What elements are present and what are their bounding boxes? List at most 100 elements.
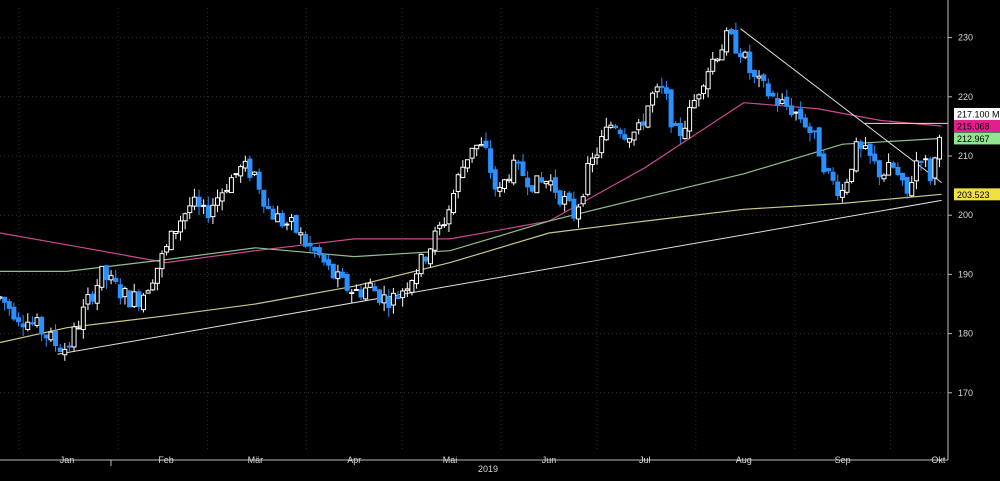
candle-body (349, 291, 355, 294)
candle-body (904, 177, 910, 194)
candle-body (714, 58, 720, 62)
candle-body (728, 29, 734, 35)
value-tag (954, 119, 1000, 132)
candle-body (409, 279, 415, 293)
candle-body (191, 196, 197, 207)
candle-body (150, 282, 156, 291)
value-tag (954, 107, 1000, 120)
candle-body (48, 331, 54, 341)
candle-body (580, 196, 586, 205)
value-tag-label: 215.068 (957, 121, 990, 131)
candle-body (312, 247, 318, 252)
candle-body (881, 174, 887, 180)
candle-body (2, 296, 8, 303)
candle-body (719, 49, 725, 61)
candle-body (469, 147, 475, 159)
candle-body (733, 29, 739, 54)
y-tick-label: 180 (958, 329, 973, 339)
candle-body (539, 177, 545, 183)
candle-body (53, 330, 59, 347)
candle-body (626, 138, 632, 143)
candle-body (603, 126, 609, 141)
candle-body (775, 97, 781, 106)
candle-body (316, 247, 322, 256)
y-tick-label: 220 (958, 92, 973, 102)
candle-body (812, 130, 818, 133)
moving-average-line (0, 193, 942, 344)
candle-body (909, 181, 915, 197)
candle-body (159, 253, 165, 270)
candle-body (168, 230, 174, 251)
candle-body (751, 69, 757, 77)
candle-body (275, 213, 281, 223)
candle-body (298, 232, 304, 236)
candle-body (210, 204, 216, 218)
candle-body (131, 291, 137, 308)
candle-body (136, 291, 142, 308)
candle-body (543, 181, 549, 185)
candle-body (876, 160, 882, 178)
candle-body (335, 271, 341, 280)
candle-body (784, 96, 790, 107)
x-tick-label: Jan (60, 455, 75, 465)
candle-body (742, 51, 748, 58)
candle-body (20, 323, 26, 328)
candle-body (233, 173, 239, 176)
candle-body (330, 263, 336, 279)
candle-body (289, 217, 295, 222)
trendlines (57, 28, 948, 355)
candle-body (215, 197, 221, 206)
y-tick-label: 190 (958, 269, 973, 279)
value-tag (954, 188, 1000, 201)
candle-body (520, 161, 526, 177)
moving-average-line (0, 102, 942, 264)
candle-body (659, 85, 665, 88)
candle-body (562, 196, 568, 205)
candle-body (247, 158, 253, 178)
candle-body (835, 181, 841, 197)
candle-body (437, 224, 443, 229)
value-tags: 217.100 MC 215.068 212.967 203.523 (954, 107, 1000, 201)
candle-body (622, 134, 628, 140)
value-tag-label: 203.523 (957, 190, 990, 200)
candle-body (844, 181, 850, 193)
candle-body (205, 205, 211, 219)
candle-body (441, 224, 447, 227)
x-tick-label: Mai (443, 455, 458, 465)
x-axis-year-label: 2019 (478, 464, 498, 474)
candle-body (265, 206, 271, 210)
candle-body (386, 296, 392, 308)
candle-body (90, 293, 96, 302)
candle-body (691, 100, 697, 109)
candle-body (534, 175, 540, 194)
candle-body (16, 317, 22, 323)
moving-average-line (0, 137, 942, 272)
candle-body (108, 275, 114, 281)
x-tick-label: Jul (639, 455, 651, 465)
candle-body (798, 108, 804, 120)
candle-body (825, 168, 831, 172)
candle-body (66, 345, 72, 348)
candle-body (34, 317, 40, 326)
candle-body (552, 177, 558, 193)
candle-body (589, 157, 595, 166)
candle-body (478, 143, 484, 147)
candle-body (617, 129, 623, 135)
candle-body (29, 322, 35, 325)
candle-body (640, 121, 646, 126)
candle-body (830, 171, 836, 181)
candle-body (122, 288, 128, 298)
candle-body (25, 321, 31, 331)
candle-body (377, 289, 383, 303)
candle-body (488, 148, 494, 173)
candle-body (451, 193, 457, 214)
candle-body (460, 166, 466, 179)
candle-body (858, 141, 864, 149)
candle-body (117, 284, 123, 299)
candle-body (492, 169, 498, 190)
candle-body (242, 160, 248, 169)
candle-body (529, 185, 535, 192)
candle-body (788, 105, 794, 116)
candle-body (11, 306, 17, 320)
y-tick-label: 200 (958, 210, 973, 220)
